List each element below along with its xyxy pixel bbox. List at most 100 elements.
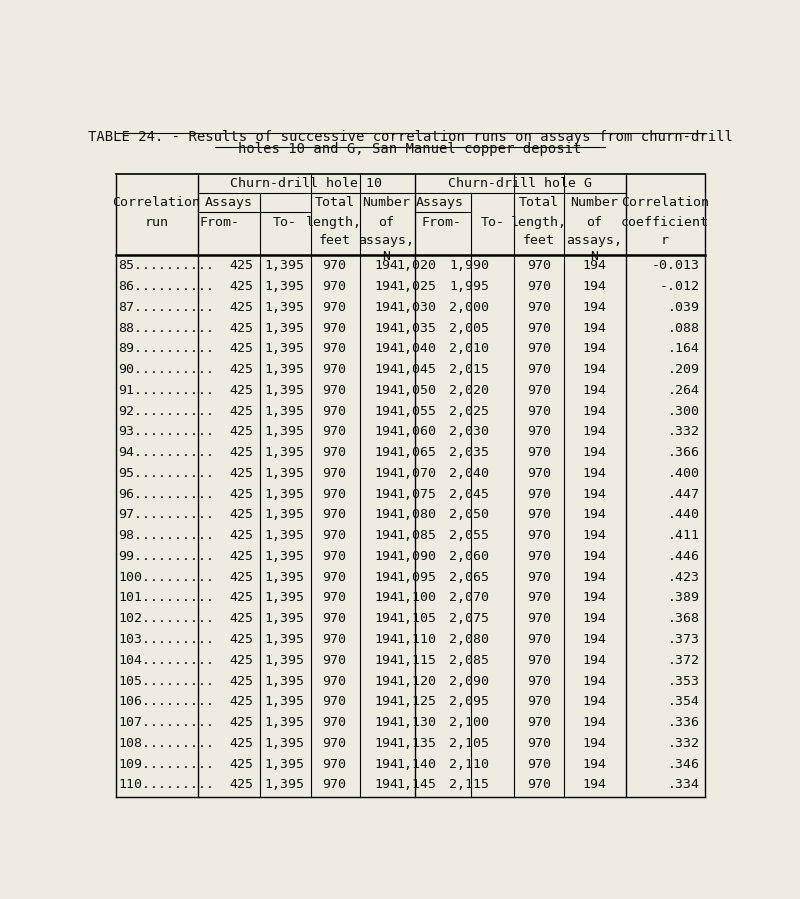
Text: 194: 194 [582, 384, 606, 396]
Text: 194: 194 [374, 259, 398, 272]
Text: 2,115: 2,115 [450, 779, 490, 791]
Text: From-: From- [199, 216, 239, 228]
Text: 194: 194 [582, 509, 606, 521]
Text: 1,110: 1,110 [396, 633, 436, 646]
Text: 194: 194 [374, 674, 398, 688]
Text: 970: 970 [322, 550, 346, 563]
Text: 1,395: 1,395 [265, 695, 305, 708]
Text: 87..........: 87.......... [118, 301, 214, 314]
Text: 1,105: 1,105 [396, 612, 436, 625]
Text: 970: 970 [322, 654, 346, 667]
Text: 1,395: 1,395 [265, 674, 305, 688]
Text: Assays: Assays [205, 196, 253, 209]
Text: .039: .039 [668, 301, 700, 314]
Text: 194: 194 [374, 758, 398, 770]
Text: 970: 970 [322, 259, 346, 272]
Text: 1,395: 1,395 [265, 717, 305, 729]
Text: 1,030: 1,030 [396, 301, 436, 314]
Text: 194: 194 [374, 301, 398, 314]
Text: .300: .300 [668, 405, 700, 417]
Text: 194: 194 [374, 530, 398, 542]
Text: 1,395: 1,395 [265, 758, 305, 770]
Text: .264: .264 [668, 384, 700, 396]
Text: 970: 970 [527, 717, 551, 729]
Text: 425: 425 [229, 446, 253, 459]
Text: .423: .423 [668, 571, 700, 583]
Text: .336: .336 [668, 717, 700, 729]
Text: 194: 194 [374, 509, 398, 521]
Text: .209: .209 [668, 363, 700, 376]
Text: 99..........: 99.......... [118, 550, 214, 563]
Text: 970: 970 [322, 612, 346, 625]
Text: 970: 970 [322, 280, 346, 293]
Text: 2,030: 2,030 [450, 425, 490, 439]
Text: 1,395: 1,395 [265, 487, 305, 501]
Text: 1,395: 1,395 [265, 425, 305, 439]
Text: 194: 194 [374, 612, 398, 625]
Text: 194: 194 [582, 633, 606, 646]
Text: From-: From- [422, 216, 462, 228]
Text: 425: 425 [229, 592, 253, 604]
Text: 1,065: 1,065 [396, 446, 436, 459]
Text: 970: 970 [322, 384, 346, 396]
Text: 970: 970 [322, 343, 346, 355]
Text: .332: .332 [668, 425, 700, 439]
Text: 970: 970 [527, 446, 551, 459]
Text: 1,395: 1,395 [265, 633, 305, 646]
Text: 1,995: 1,995 [450, 280, 490, 293]
Text: 194: 194 [582, 737, 606, 750]
Text: 2,020: 2,020 [450, 384, 490, 396]
Text: 100.........: 100......... [118, 571, 214, 583]
Text: 1,125: 1,125 [396, 695, 436, 708]
Text: .088: .088 [668, 322, 700, 334]
Text: 109.........: 109......... [118, 758, 214, 770]
Text: 970: 970 [527, 259, 551, 272]
Text: 194: 194 [582, 446, 606, 459]
Text: 425: 425 [229, 695, 253, 708]
Text: 194: 194 [374, 654, 398, 667]
Text: 2,095: 2,095 [450, 695, 490, 708]
Text: 85..........: 85.......... [118, 259, 214, 272]
Text: 96..........: 96.......... [118, 487, 214, 501]
Text: 2,060: 2,060 [450, 550, 490, 563]
Text: 1,395: 1,395 [265, 322, 305, 334]
Text: Total: Total [314, 196, 354, 209]
Text: 2,080: 2,080 [450, 633, 490, 646]
Text: 194: 194 [374, 322, 398, 334]
Text: .354: .354 [668, 695, 700, 708]
Text: 425: 425 [229, 654, 253, 667]
Text: 89..........: 89.......... [118, 343, 214, 355]
Text: 110.........: 110......... [118, 779, 214, 791]
Text: 2,040: 2,040 [450, 467, 490, 480]
Text: 970: 970 [527, 467, 551, 480]
Text: 425: 425 [229, 280, 253, 293]
Text: 194: 194 [582, 425, 606, 439]
Text: feet: feet [318, 235, 350, 247]
Text: 90..........: 90.......... [118, 363, 214, 376]
Text: 107.........: 107......... [118, 717, 214, 729]
Text: 970: 970 [527, 363, 551, 376]
Text: .332: .332 [668, 737, 700, 750]
Text: 425: 425 [229, 487, 253, 501]
Text: 970: 970 [527, 758, 551, 770]
Text: 1,395: 1,395 [265, 363, 305, 376]
Text: .366: .366 [668, 446, 700, 459]
Text: 88..........: 88.......... [118, 322, 214, 334]
Text: 970: 970 [527, 322, 551, 334]
Text: 194: 194 [374, 467, 398, 480]
Text: 425: 425 [229, 779, 253, 791]
Text: 1,100: 1,100 [396, 592, 436, 604]
Text: 194: 194 [374, 695, 398, 708]
Text: 2,075: 2,075 [450, 612, 490, 625]
Text: 103.........: 103......... [118, 633, 214, 646]
Text: 194: 194 [582, 363, 606, 376]
Text: 194: 194 [374, 384, 398, 396]
Text: 1,025: 1,025 [396, 280, 436, 293]
Text: 1,090: 1,090 [396, 550, 436, 563]
Text: 425: 425 [229, 301, 253, 314]
Text: 970: 970 [322, 674, 346, 688]
Text: 970: 970 [322, 530, 346, 542]
Text: Churn-drill hole G: Churn-drill hole G [448, 177, 592, 190]
Text: 2,005: 2,005 [450, 322, 490, 334]
Text: 425: 425 [229, 550, 253, 563]
